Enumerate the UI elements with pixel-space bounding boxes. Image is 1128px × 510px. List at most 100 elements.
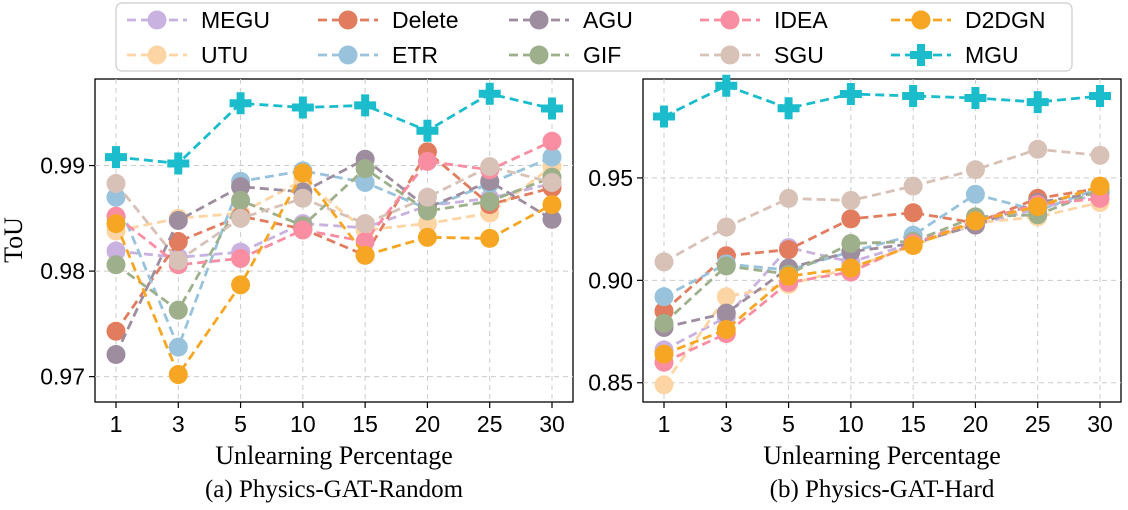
data-point	[965, 211, 985, 231]
legend-marker-plus	[910, 44, 932, 66]
x-tick-label: 10	[838, 411, 864, 437]
data-point	[106, 321, 126, 341]
data-point	[903, 176, 923, 196]
x-tick-label: 1	[658, 411, 671, 437]
legend-item-d2dgn: D2DGN	[891, 7, 1046, 33]
data-point	[168, 210, 188, 230]
data-point-plus	[105, 146, 127, 169]
series-lines	[105, 82, 563, 385]
y-ticks: 0.97 0.98 0.99	[40, 153, 95, 390]
series-line	[663, 147, 1101, 264]
x-tick-label: 10	[290, 411, 316, 437]
data-point	[417, 227, 437, 247]
data-point	[355, 232, 375, 252]
data-point	[106, 174, 126, 193]
data-point	[231, 275, 251, 295]
x-tick-label: 30	[539, 411, 565, 437]
legend-marker-circle	[338, 10, 358, 30]
legend-label: UTU	[201, 42, 248, 68]
data-point	[841, 258, 861, 278]
data-point	[716, 256, 736, 276]
data-point	[355, 245, 375, 265]
series-line	[663, 186, 1101, 298]
data-point	[841, 209, 861, 229]
data-point-plus	[1026, 91, 1049, 114]
data-point	[293, 163, 313, 183]
x-ticks: 1 3 5 10 15 20 25 30	[658, 402, 1113, 437]
x-tick-label: 15	[352, 411, 378, 437]
y-tick-label: 0.99	[40, 153, 85, 179]
data-point	[841, 190, 861, 210]
y-ticks: 0.85 0.90 0.95	[588, 165, 643, 396]
data-point	[654, 375, 674, 395]
series-line	[115, 92, 553, 165]
data-point	[106, 241, 126, 261]
data-point	[1090, 176, 1110, 196]
data-point	[841, 233, 861, 253]
data-point	[542, 172, 562, 192]
plot-area-frame	[94, 78, 574, 403]
series-line	[663, 188, 1101, 325]
data-point	[716, 303, 736, 323]
data-point	[293, 188, 313, 208]
legend-marker-circle	[911, 10, 931, 30]
legend-label: D2DGN	[965, 7, 1046, 33]
legend-marker-circle	[720, 45, 740, 65]
y-axis-title: ToU	[0, 217, 28, 263]
data-point	[779, 188, 799, 208]
data-point	[542, 131, 562, 151]
data-point	[231, 177, 251, 197]
data-point	[106, 255, 126, 275]
data-point	[654, 313, 674, 333]
data-point	[480, 191, 500, 211]
legend-item-gif: GIF	[509, 42, 621, 68]
data-point-plus	[839, 82, 862, 105]
series-line	[115, 182, 553, 259]
legend-label: AGU	[583, 7, 633, 33]
series-line	[663, 190, 1101, 329]
data-point	[168, 337, 188, 357]
data-point-plus	[416, 119, 439, 142]
legend-marker-circle	[529, 45, 549, 65]
y-tick-label: 0.90	[588, 267, 633, 293]
legend-marker-circle	[720, 10, 740, 30]
legend-label: MGU	[965, 42, 1019, 68]
series-line	[114, 170, 553, 378]
data-point	[168, 251, 188, 271]
legend-item-mgu: MGU	[891, 42, 1019, 68]
data-point	[417, 151, 437, 171]
data-point	[355, 214, 375, 234]
data-point-plus	[229, 92, 252, 115]
legend-marker-circle	[147, 45, 167, 65]
data-point-plus	[167, 152, 190, 175]
series-lines	[653, 74, 1111, 395]
x-axis-title: Unlearning Percentage	[763, 441, 1001, 470]
series-line	[663, 184, 1101, 356]
legend-item-sgu: SGU	[700, 42, 824, 68]
legend-label: MEGU	[201, 7, 270, 33]
series-line	[115, 166, 553, 313]
x-tick-label: 25	[1025, 411, 1051, 437]
data-point	[965, 160, 985, 180]
series-line	[114, 157, 553, 356]
data-point	[355, 159, 375, 179]
data-point-plus	[478, 82, 501, 105]
series-line	[663, 186, 1101, 313]
x-axis-title: Unlearning Percentage	[215, 441, 453, 470]
data-point	[965, 184, 985, 204]
y-tick-label: 0.95	[588, 165, 633, 191]
series-d2dgn	[106, 163, 562, 385]
x-tick-label: 3	[720, 411, 733, 437]
gridlines	[643, 79, 1121, 402]
data-point-plus	[354, 94, 377, 117]
data-point	[542, 195, 562, 215]
data-point	[480, 228, 500, 248]
y-tick-label: 0.97	[40, 364, 85, 390]
x-tick-label: 25	[477, 411, 503, 437]
plot-area-frame	[642, 78, 1122, 403]
legend-item-idea: IDEA	[700, 7, 828, 33]
legend-marker-circle	[529, 10, 549, 30]
data-point	[903, 236, 923, 256]
data-point	[716, 319, 736, 339]
